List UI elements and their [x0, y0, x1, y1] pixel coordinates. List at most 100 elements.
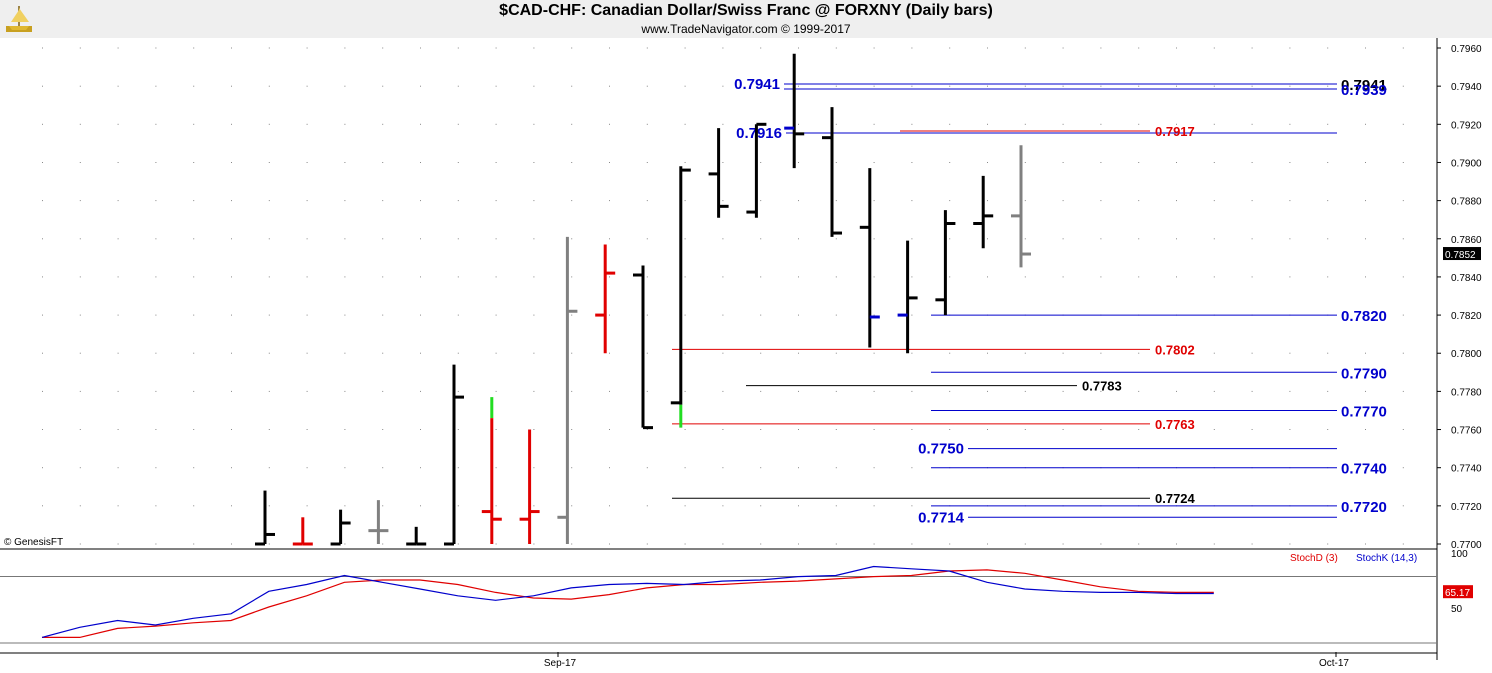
- grid-dot: [117, 429, 119, 430]
- grid-dot: [571, 85, 573, 87]
- level-label-right: 0.7770: [1341, 403, 1387, 420]
- grid-dot: [231, 85, 232, 87]
- grid-dot: [1176, 352, 1177, 354]
- grid-dot: [457, 467, 459, 469]
- grid-dot: [609, 123, 610, 125]
- grid-dot: [1289, 200, 1291, 202]
- grid-dot: [1365, 467, 1366, 469]
- grid-dot: [79, 352, 81, 354]
- grid-dot: [646, 238, 648, 240]
- grid-dot: [835, 162, 837, 163]
- grid-dot: [571, 390, 573, 392]
- grid-dot: [911, 85, 913, 87]
- grid-dot: [382, 505, 384, 507]
- level-label-left: 0.7750: [918, 441, 964, 458]
- grid-dot: [835, 505, 837, 507]
- grid-dot: [1327, 276, 1329, 278]
- grid-dot: [949, 47, 951, 49]
- grid-dot: [382, 467, 384, 469]
- grid-dot: [117, 276, 119, 278]
- grid-dot: [1176, 47, 1177, 49]
- grid-dot: [949, 390, 951, 392]
- grid-dot: [571, 543, 573, 545]
- grid-dot: [155, 238, 157, 240]
- grid-dot: [1365, 47, 1366, 49]
- grid-dot: [1289, 543, 1291, 545]
- grid-dot: [684, 200, 686, 202]
- grid-dot: [1213, 238, 1215, 240]
- grid-dot: [79, 505, 81, 507]
- grid-dot: [1100, 200, 1102, 202]
- grid-dot: [495, 238, 497, 240]
- grid-dot: [193, 276, 195, 278]
- level-label-right: 0.7790: [1341, 365, 1387, 382]
- grid-dot: [646, 314, 648, 316]
- grid-dot: [344, 505, 346, 507]
- price-bar: [595, 244, 616, 354]
- grid-dot: [571, 276, 573, 278]
- price-bar: [935, 210, 956, 316]
- grid-dot: [268, 467, 270, 469]
- grid-dot: [155, 314, 157, 316]
- stoch-legend-d: StochD (3): [1290, 553, 1338, 564]
- grid-dot: [457, 85, 459, 87]
- grid-dot: [1402, 467, 1404, 469]
- grid-dot: [1289, 123, 1291, 125]
- grid-dot: [760, 390, 762, 392]
- grid-dot: [722, 162, 724, 163]
- grid-dot: [231, 467, 232, 469]
- grid-dot: [457, 276, 459, 278]
- grid-dot: [306, 162, 308, 163]
- x-tick-label: Oct-17: [1319, 658, 1349, 669]
- grid-dot: [1213, 162, 1215, 163]
- grid-dot: [798, 47, 799, 49]
- grid-dot: [760, 85, 762, 87]
- grid-dot: [42, 276, 43, 278]
- grid-dot: [117, 543, 119, 545]
- grid-dot: [571, 314, 573, 316]
- grid-dot: [1251, 352, 1253, 354]
- grid-dot: [193, 429, 195, 430]
- grid-dot: [609, 200, 610, 202]
- price-bar: [822, 107, 842, 237]
- grid-dot: [382, 162, 384, 163]
- price-bar: [481, 397, 502, 544]
- grid-dot: [193, 505, 195, 507]
- level-label-left: 0.7714: [918, 509, 965, 526]
- level-label-left: 0.7916: [736, 125, 782, 142]
- grid-dot: [420, 85, 421, 87]
- grid-dot: [1062, 543, 1064, 545]
- grid-dot: [344, 200, 346, 202]
- grid-dot: [117, 314, 119, 316]
- y-tick-label: 0.7700: [1451, 540, 1482, 551]
- grid-dot: [344, 429, 346, 430]
- grid-dot: [1062, 162, 1064, 163]
- grid-dot: [1024, 390, 1026, 392]
- grid-dot: [533, 429, 535, 430]
- grid-dot: [911, 200, 913, 202]
- grid-dot: [1251, 429, 1253, 430]
- grid-dot: [949, 85, 951, 87]
- grid-dot: [760, 200, 762, 202]
- grid-dot: [949, 429, 951, 430]
- grid-dot: [798, 543, 799, 545]
- grid-dot: [1100, 47, 1102, 49]
- grid-dot: [1062, 429, 1064, 430]
- grid-dot: [722, 123, 724, 125]
- price-bar: [859, 168, 880, 348]
- level-label-right: 0.7783: [1082, 379, 1122, 394]
- grid-dot: [987, 390, 988, 392]
- grid-dot: [344, 543, 346, 545]
- grid-dot: [533, 467, 535, 469]
- grid-dot: [344, 276, 346, 278]
- grid-dot: [1365, 390, 1366, 392]
- grid-dot: [42, 162, 43, 163]
- grid-dot: [1024, 429, 1026, 430]
- grid-dot: [79, 85, 81, 87]
- grid-dot: [722, 314, 724, 316]
- grid-dot: [344, 352, 346, 354]
- grid-dot: [722, 47, 724, 49]
- grid-dot: [609, 429, 610, 430]
- grid-dot: [42, 505, 43, 507]
- grid-dot: [155, 429, 157, 430]
